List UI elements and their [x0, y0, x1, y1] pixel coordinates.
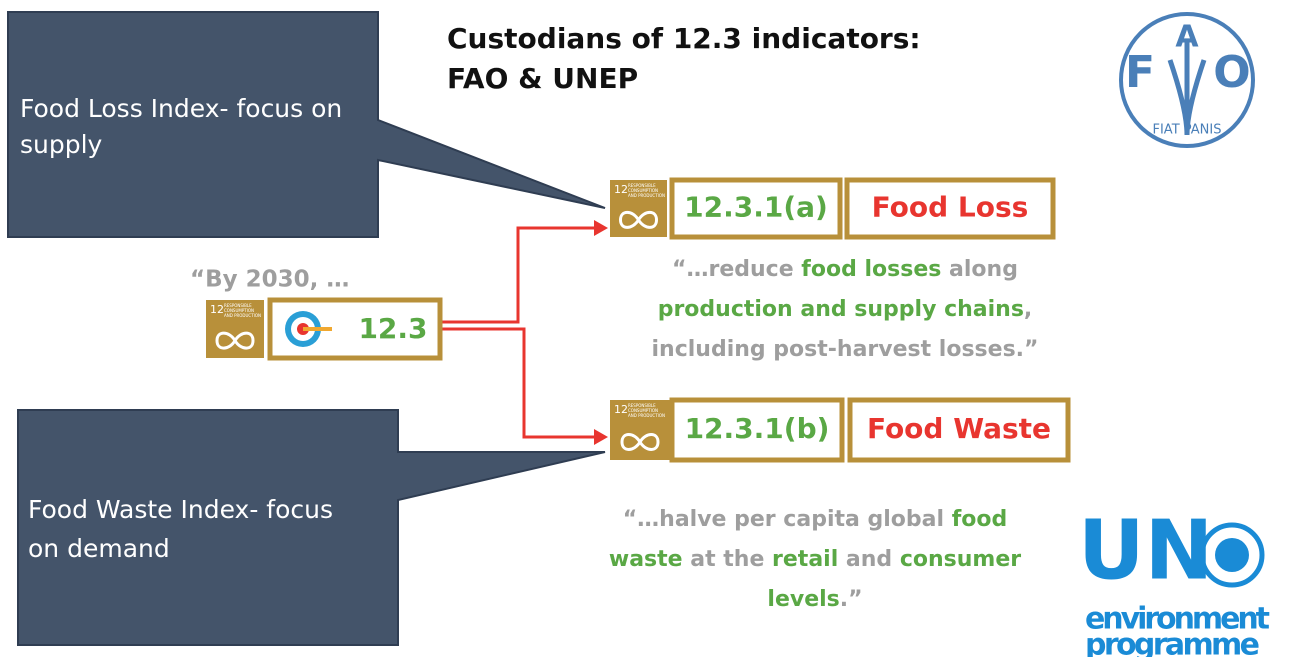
- callout-box: [7, 11, 606, 238]
- quote-segment: along: [941, 257, 1018, 282]
- target-intro: “By 2030, …: [190, 267, 349, 293]
- sdg-label: CONSUMPTION: [628, 408, 658, 413]
- callout-text: on demand: [28, 534, 170, 563]
- fao-logo: [1119, 12, 1255, 148]
- quote-segment: food losses: [801, 257, 941, 282]
- indicator-name: Food Loss: [872, 191, 1029, 224]
- sdg-symbol: [215, 331, 255, 350]
- callout-text: Food Loss Index- focus on: [20, 94, 342, 123]
- fao-motto: FIAT PANIS: [1153, 123, 1222, 138]
- target-label: 12.3: [358, 312, 427, 345]
- unep-text: environment: [1085, 602, 1270, 637]
- quote-segment: food: [952, 507, 1008, 532]
- title: Custodians of 12.3 indicators:: [447, 22, 921, 55]
- indicator-code: 12.3.1(a): [684, 191, 828, 224]
- sdg-icon: [610, 400, 670, 460]
- quote-line: including post-harvest losses.”: [652, 337, 1039, 362]
- indicator-name-box: [847, 397, 1071, 463]
- quote-segment: including post-harvest losses.”: [652, 337, 1039, 362]
- sdg-label: RESPONSIBLE: [224, 303, 252, 308]
- quote-segment: retail: [772, 547, 838, 572]
- sdg-symbol: [618, 210, 659, 229]
- sdg-number: 12: [210, 303, 224, 316]
- quote-segment: levels: [767, 587, 839, 612]
- fao-logo: [1167, 40, 1207, 136]
- callout-box: [17, 409, 606, 646]
- quote-line: levels.”: [767, 587, 862, 612]
- unep-mark: UN: [1078, 503, 1213, 598]
- sdg-label: AND PRODUCTION: [628, 193, 665, 198]
- sdg-symbol: [620, 433, 660, 451]
- sdg-label: AND PRODUCTION: [224, 313, 261, 318]
- sdg-icon: [206, 300, 264, 358]
- quote-line: production and supply chains,: [658, 297, 1033, 322]
- quote-segment: “…halve per capita global: [623, 507, 952, 532]
- sdg-label: CONSUMPTION: [224, 308, 254, 313]
- callout-text: Food Waste Index- focus: [28, 495, 333, 524]
- unep-emblem: [1215, 538, 1249, 572]
- indicator-code-box: [669, 177, 843, 240]
- quote-segment: waste: [609, 547, 683, 572]
- callout-text: supply: [20, 130, 103, 159]
- quote-line: “…reduce food losses along: [672, 257, 1018, 282]
- sdg-label: AND PRODUCTION: [628, 413, 665, 418]
- sdg-number: 12: [614, 403, 628, 416]
- unep-text: programme: [1085, 628, 1260, 657]
- sdg-label: CONSUMPTION: [628, 188, 658, 193]
- quote-line: “…halve per capita global food: [623, 507, 1008, 532]
- connector: [440, 226, 598, 439]
- fao-letter: F: [1125, 47, 1155, 98]
- quote-segment: and: [838, 547, 900, 572]
- indicator-name: Food Waste: [867, 412, 1051, 445]
- sdg-label: RESPONSIBLE: [628, 403, 656, 408]
- quote-segment: at the: [683, 547, 772, 572]
- sdg-label: RESPONSIBLE: [628, 183, 656, 188]
- quote-line: waste at the retail and consumer: [609, 547, 1021, 572]
- indicator-name-box: [844, 177, 1056, 240]
- indicator-code-box: [669, 397, 845, 463]
- arrowhead: [594, 220, 608, 236]
- arrowhead: [594, 429, 608, 445]
- unep-emblem: [1199, 522, 1265, 588]
- quote-segment: ,: [1024, 297, 1032, 322]
- title: FAO & UNEP: [447, 62, 638, 95]
- fao-letter: A: [1175, 20, 1199, 55]
- indicator-code: 12.3.1(b): [685, 412, 830, 445]
- quote-segment: production and supply chains: [658, 297, 1024, 322]
- quote-segment: .”: [840, 587, 863, 612]
- quote-segment: consumer: [900, 547, 1021, 572]
- fao-letter: O: [1213, 47, 1250, 98]
- sdg-number: 12: [614, 183, 628, 196]
- quote-segment: “…reduce: [672, 257, 801, 282]
- sdg-icon: [610, 180, 667, 237]
